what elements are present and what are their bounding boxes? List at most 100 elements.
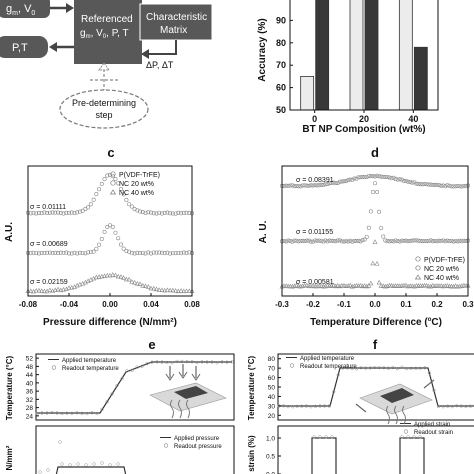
readout-point [40, 411, 44, 415]
readout-point [441, 405, 445, 409]
data-point [56, 210, 61, 215]
data-point [319, 182, 324, 187]
data-point [102, 177, 107, 182]
x-tick-label: 0.0 [369, 300, 381, 309]
data-point [379, 226, 384, 231]
data-point [173, 251, 178, 256]
data-point [372, 181, 377, 186]
legend-entry: Applied temperature [62, 358, 117, 364]
data-point [96, 274, 102, 279]
readout-point [359, 366, 363, 370]
data-point [445, 238, 450, 243]
readout-point [373, 365, 377, 370]
readout-bottom-point [68, 463, 72, 467]
readout-point [318, 404, 322, 408]
x-tick-label: 0.08 [184, 300, 200, 309]
readout-point [291, 405, 295, 409]
applied-readout-chart-f: f 20 30 40 50 60 70 80 Temperature (°C) 0.0 0.5… [247, 337, 474, 474]
data-point [45, 250, 50, 255]
data-point [121, 246, 126, 251]
data-point [368, 280, 374, 286]
data-point [449, 184, 454, 189]
x-tick-label: -0.3 [275, 300, 289, 309]
data-point [377, 174, 382, 179]
pre-determining-line2: step [95, 110, 112, 120]
data-point [356, 175, 361, 180]
readout-point [215, 361, 219, 365]
data-point [162, 251, 167, 256]
bar-0-s1 [315, 0, 330, 111]
data-point [50, 210, 55, 215]
data-point [69, 251, 74, 256]
data-point [39, 251, 44, 256]
data-point [179, 211, 184, 216]
data-point [381, 234, 386, 239]
readout-point [190, 360, 194, 364]
legend-entry: P(VDF-TrFE) [119, 172, 160, 179]
data-point [350, 239, 355, 244]
readout-point [155, 360, 159, 364]
data-point [393, 238, 398, 243]
readout-point [65, 411, 69, 415]
data-point [416, 238, 421, 243]
data-point [41, 288, 47, 294]
data-point [153, 286, 159, 292]
data-point [331, 239, 336, 244]
readout-point [363, 366, 368, 370]
bar-20-s1 [364, 0, 379, 111]
data-point [118, 274, 124, 279]
data-point [308, 183, 313, 188]
readout-point [115, 383, 119, 388]
readout-point [432, 388, 436, 392]
y-tick-label: 44 [26, 372, 34, 379]
legend-marker [109, 189, 117, 195]
data-point [80, 250, 85, 255]
readout-point [400, 365, 404, 369]
data-point [364, 175, 369, 180]
readout-point [200, 360, 204, 364]
readout-point [281, 404, 286, 408]
arrowhead-in-gm [66, 3, 74, 13]
pressure-distribution-chart: c -0.08 -0.04 0.00 0.04 0.08 σ = 0.01111 σ = … [4, 145, 200, 328]
data-point [115, 273, 121, 279]
data-point [83, 251, 88, 256]
y-tick-label: 24 [26, 413, 34, 420]
data-point [395, 177, 400, 182]
readout-point [300, 404, 304, 408]
readout-point [100, 407, 104, 411]
data-point [422, 182, 427, 187]
referenced-line2: gm, V0, P, T [80, 28, 129, 40]
y-tick-label: 80 [276, 38, 286, 48]
legend-entry: Applied temperature [300, 356, 355, 362]
diagram-panel: gm, V0 P,T Referenced gm, V0, P, T Chara… [0, 0, 213, 129]
sigma-label: σ = 0.01111 [30, 204, 66, 211]
data-point [53, 250, 58, 255]
data-point [91, 197, 96, 202]
readout-point [455, 404, 459, 408]
data-point [397, 177, 402, 182]
data-point [333, 181, 338, 186]
readout-bottom-point [418, 435, 422, 439]
data-point [304, 238, 309, 243]
data-point [156, 287, 162, 292]
readout-point [350, 366, 354, 371]
f-bottom-ylabel: le strain (%) [247, 435, 256, 474]
y-tick-label: 70 [268, 366, 276, 373]
readout-point [468, 404, 473, 408]
legend-entry: Readout pressure [174, 444, 222, 450]
data-point [28, 251, 33, 256]
legend-marker [415, 265, 421, 271]
y-tick-label: 20 [268, 413, 276, 420]
legend-entry: NC 20 wt% [424, 266, 459, 273]
data-point [366, 225, 371, 230]
x-tick-label: -0.04 [60, 300, 79, 309]
data-point [157, 250, 162, 255]
data-point [162, 287, 168, 293]
data-point [134, 280, 140, 286]
data-point [113, 177, 118, 182]
data-point [432, 182, 437, 187]
readout-point [459, 404, 463, 408]
pt-label: P,T [12, 42, 28, 54]
data-point [140, 282, 146, 288]
legend-marker [289, 363, 295, 368]
